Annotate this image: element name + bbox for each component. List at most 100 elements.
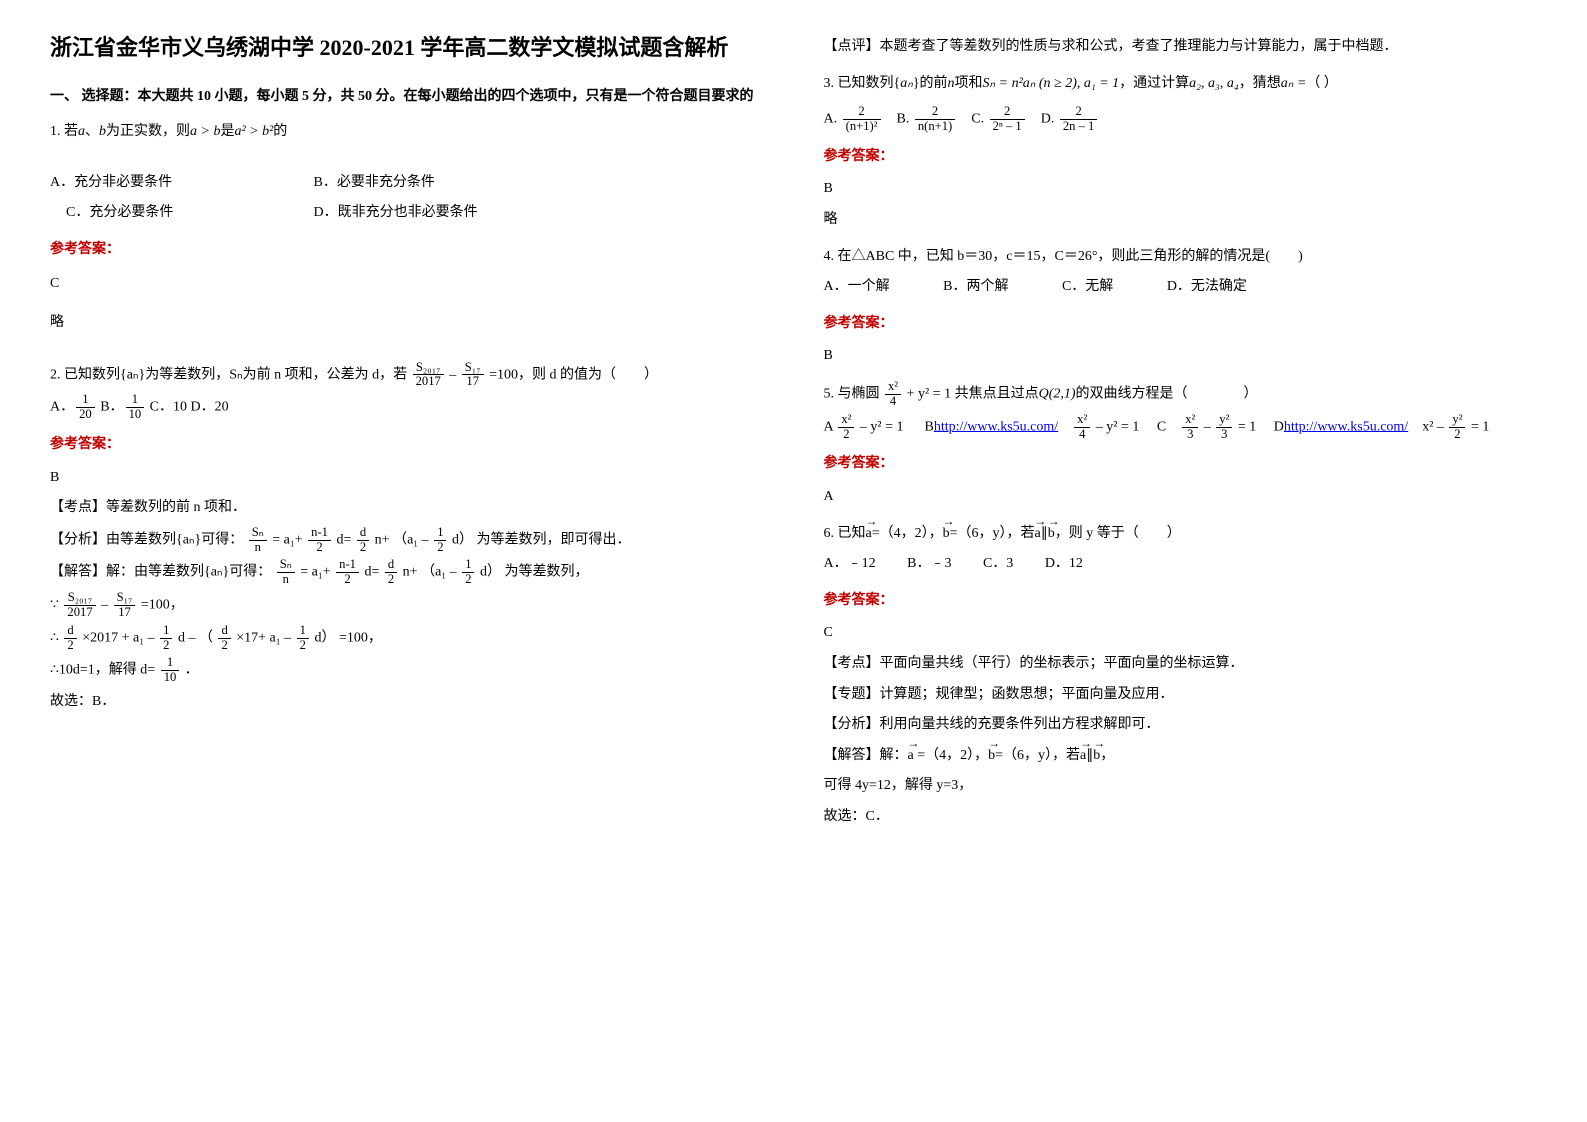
- den: 2: [385, 573, 397, 587]
- frac: x²2: [838, 413, 854, 442]
- den: 2: [462, 573, 474, 587]
- text: （a₁ –: [421, 565, 460, 580]
- den: n(n+1): [915, 120, 955, 134]
- frac: n-12: [336, 558, 359, 587]
- answer-label: 参考答案：: [50, 237, 764, 264]
- num: S₁₇: [462, 361, 484, 376]
- q2-since: ∵ S₂₀₁₇2017 – S₁₇17 =100，: [50, 591, 764, 620]
- frac: 2n(n+1): [915, 105, 955, 134]
- text: ．: [185, 663, 199, 678]
- text: – y² = 1: [856, 419, 903, 434]
- num: S₂₀₁₇: [413, 361, 444, 376]
- text: +: [122, 630, 133, 645]
- num: x²: [1182, 413, 1198, 428]
- point-q: Q(2,1): [1039, 387, 1076, 402]
- q1-options-row1: A．充分非必要条件 B．必要非充分条件: [50, 170, 764, 197]
- answer-label: 参考答案：: [824, 451, 1538, 478]
- text: 是: [220, 124, 234, 139]
- text: d）: [452, 532, 473, 547]
- den: 2: [357, 541, 369, 555]
- num: 1: [434, 526, 446, 541]
- section-1-header: 一、 选择题：本大题共 10 小题，每小题 5 分，共 50 分。在每小题给出的…: [50, 85, 764, 109]
- text: ∴10d=1，解得 d=: [50, 663, 155, 678]
- text: ，则 y 等于（ ）: [1055, 526, 1181, 541]
- frac: x²3: [1182, 413, 1198, 442]
- text: =100，: [339, 630, 382, 645]
- vec-b: b: [943, 521, 950, 548]
- q6-answer: C: [824, 620, 1538, 647]
- text: 为正实数，则: [106, 124, 190, 139]
- q6-opt-b: B．﹣3: [907, 551, 951, 578]
- q4-stem: 4. 在△ABC 中，已知 b＝30，c＝15，C＝26°，则此三角形的解的情况…: [824, 244, 1538, 271]
- q6-fenxi: 【分析】利用向量共线的充要条件列出方程求解即可．: [824, 712, 1538, 739]
- q4-options: A．一个解 B．两个解 C．无解 D．无法确定: [824, 274, 1538, 301]
- text: 共焦点且过点: [955, 387, 1039, 402]
- text: 【分析】由等差数列{aₙ}可得：: [50, 532, 243, 547]
- cond: a > b: [190, 124, 220, 139]
- sn: Sₙ = n²aₙ (n ≥ 2), a₁ = 1: [983, 76, 1120, 91]
- text: = 1: [1234, 419, 1256, 434]
- den: 3: [1182, 428, 1198, 442]
- link-ks5u[interactable]: http://www.ks5u.com/: [1284, 419, 1408, 434]
- text: = 1: [1467, 419, 1489, 434]
- den: n: [277, 573, 295, 587]
- q1-answer: C: [50, 271, 764, 298]
- den: 2: [297, 639, 309, 653]
- vec-a: a: [908, 743, 914, 770]
- num: x²: [885, 380, 901, 395]
- q2-jieda-line1: 【解答】解：由等差数列{aₙ}可得： Sₙn = a₁+ n-12 d= d2 …: [50, 558, 764, 587]
- text: （: [199, 630, 213, 645]
- link-ks5u[interactable]: http://www.ks5u.com/: [934, 419, 1058, 434]
- frac: S₁₇17: [114, 591, 136, 620]
- den: 2017: [64, 606, 95, 620]
- q2-dianping: 【点评】本题考查了等差数列的性质与求和公式，考查了推理能力与计算能力，属于中档题…: [824, 34, 1538, 61]
- q3-stem: 3. 已知数列{aₙ}的前n项和Sₙ = n²aₙ (n ≥ 2), a₁ = …: [824, 71, 1538, 98]
- text: ，通过计算: [1119, 76, 1189, 91]
- text: –: [1200, 419, 1214, 434]
- q2-therefore: ∴ d2 ×2017 + a₁ – 12 d – （ d2 ×17+ a₁ – …: [50, 624, 764, 653]
- num: S₁₇: [114, 591, 136, 606]
- text: =100，: [141, 598, 184, 613]
- q4-answer: B: [824, 343, 1538, 370]
- frac: 110: [126, 393, 145, 422]
- frac-s2017: S₂₀₁₇2017: [413, 361, 444, 390]
- frac: d2: [218, 624, 230, 653]
- text: ，: [1100, 748, 1114, 763]
- num: 1: [462, 558, 474, 573]
- q6-stem: 6. 已知a=（4，2），b=（6，y），若a∥b，则 y 等于（ ）: [824, 521, 1538, 548]
- den: 20: [76, 408, 95, 422]
- text: n+: [375, 532, 390, 547]
- brace: }: [913, 76, 920, 91]
- den: 2: [838, 428, 854, 442]
- frac: 22n – 1: [1060, 105, 1097, 134]
- num: 1: [126, 393, 145, 408]
- q5-stem: 5. 与椭圆 x²4 + y² = 1 共焦点且过点Q(2,1)的双曲线方程是（…: [824, 380, 1538, 409]
- an2: aₙ =: [1281, 76, 1307, 91]
- an: aₙ: [900, 76, 913, 91]
- q5-options-row1: A x²2 – y² = 1 Bhttp://www.ks5u.com/ x²4…: [824, 413, 1538, 442]
- vec-b: b: [988, 743, 995, 770]
- text: 为等差数列，: [504, 565, 588, 580]
- doc-title: 浙江省金华市义乌绣湖中学 2020-2021 学年高二数学文模拟试题含解析: [50, 30, 764, 65]
- text: – y² = 1: [1092, 419, 1139, 434]
- num: y²: [1216, 413, 1232, 428]
- frac: x²4: [885, 380, 901, 409]
- q1-opt-a: A．充分非必要条件: [50, 170, 310, 197]
- q3-note: 略: [824, 207, 1538, 234]
- text: 为等差数列，即可得出．: [476, 532, 630, 547]
- num: 2: [990, 105, 1025, 120]
- text: 项和: [955, 76, 983, 91]
- q4-opt-d: D．无法确定: [1167, 274, 1247, 301]
- text: 、: [85, 124, 99, 139]
- q3-options: A. 2(n+1)² B. 2n(n+1) C. 22ⁿ – 1 D. 22n …: [824, 105, 1538, 134]
- den: 2: [218, 639, 230, 653]
- den: 2017: [413, 375, 444, 389]
- minus: –: [101, 598, 112, 613]
- q6-options: A．﹣12 B．﹣3 C．3 D．12: [824, 551, 1538, 578]
- num: d: [357, 526, 369, 541]
- q1-options-row2: C．充分必要条件 D．既非充分也非必要条件: [50, 200, 764, 227]
- text: d: [178, 630, 185, 645]
- n: n: [948, 76, 955, 91]
- text: d=: [336, 532, 351, 547]
- text: 的: [273, 124, 287, 139]
